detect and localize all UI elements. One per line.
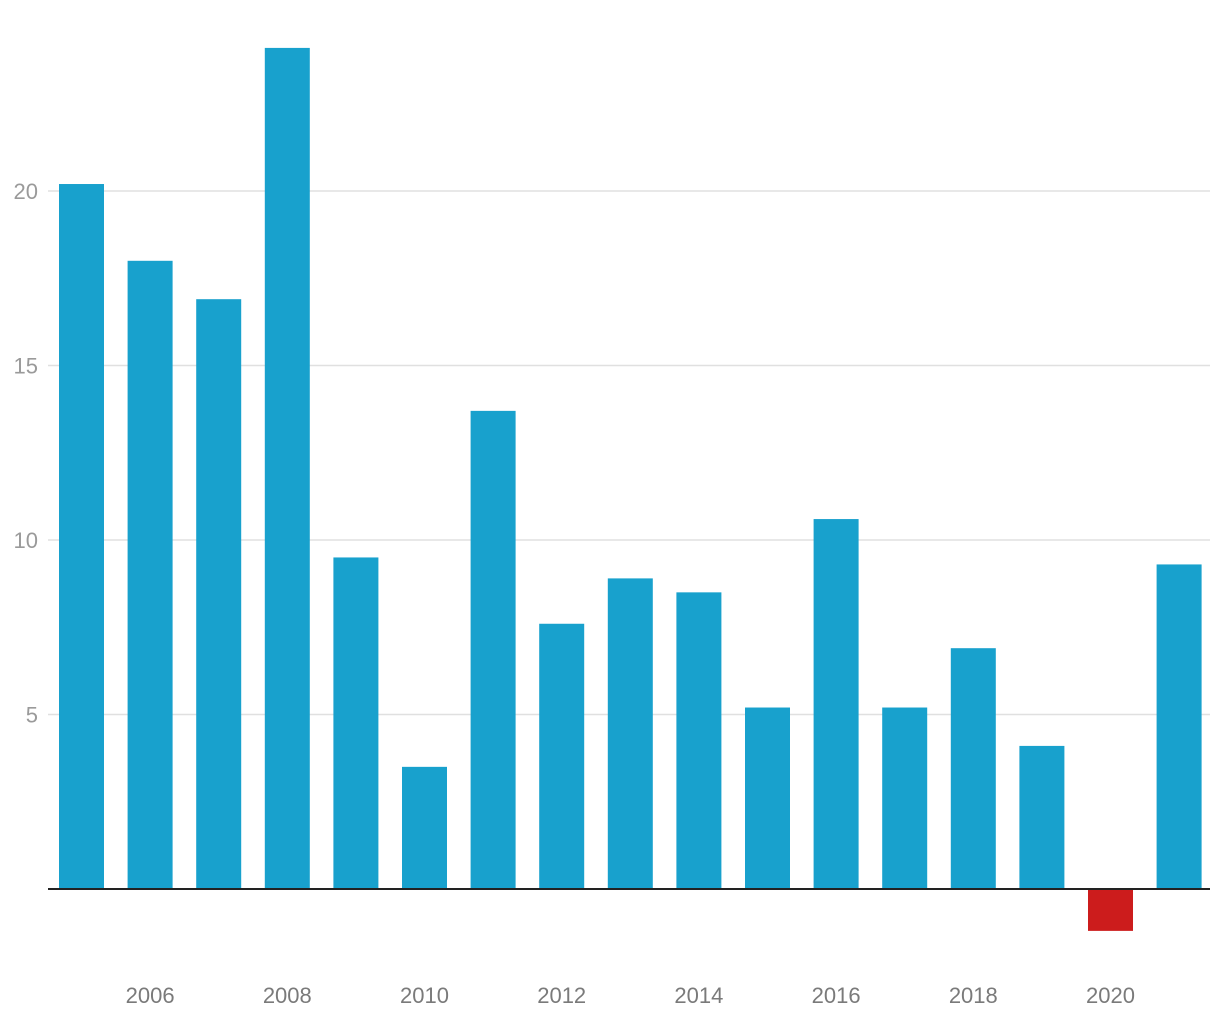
bar-2014 <box>676 592 722 889</box>
x-tick-label: 2012 <box>537 983 586 1008</box>
bar-2012 <box>539 623 585 889</box>
x-tick-label: 2014 <box>674 983 723 1008</box>
y-tick-label: 15 <box>14 354 38 379</box>
bar-2019 <box>1019 745 1065 889</box>
bar-2017 <box>882 707 928 889</box>
y-tick-label: 10 <box>14 528 38 553</box>
bar-2010 <box>402 766 447 889</box>
bar-2009 <box>333 557 379 889</box>
x-tick-label: 2020 <box>1086 983 1135 1008</box>
y-axis-ticks: 5 10 15 20 <box>14 179 38 728</box>
bar-2015 <box>745 707 790 889</box>
bar-2008 <box>264 47 310 890</box>
bar-2020 <box>1088 889 1133 931</box>
y-tick-label: 20 <box>14 179 38 204</box>
x-tick-label: 2018 <box>949 983 998 1008</box>
y-tick-label: 5 <box>26 703 38 728</box>
x-axis-ticks: 2006 2008 2010 2012 2014 2016 2018 2020 <box>126 983 1135 1008</box>
bar-2016 <box>813 519 859 889</box>
bar-2011 <box>470 410 516 889</box>
x-tick-label: 2010 <box>400 983 449 1008</box>
bar-2018 <box>950 648 996 889</box>
bar-2006 <box>127 260 173 889</box>
x-tick-label: 2008 <box>263 983 312 1008</box>
x-tick-label: 2016 <box>812 983 861 1008</box>
bars <box>59 47 1202 931</box>
bar-2021 <box>1156 564 1202 889</box>
bar-2005 <box>59 184 104 889</box>
x-tick-label: 2006 <box>126 983 175 1008</box>
bar-2007 <box>196 299 242 889</box>
bar-2013 <box>607 578 653 889</box>
